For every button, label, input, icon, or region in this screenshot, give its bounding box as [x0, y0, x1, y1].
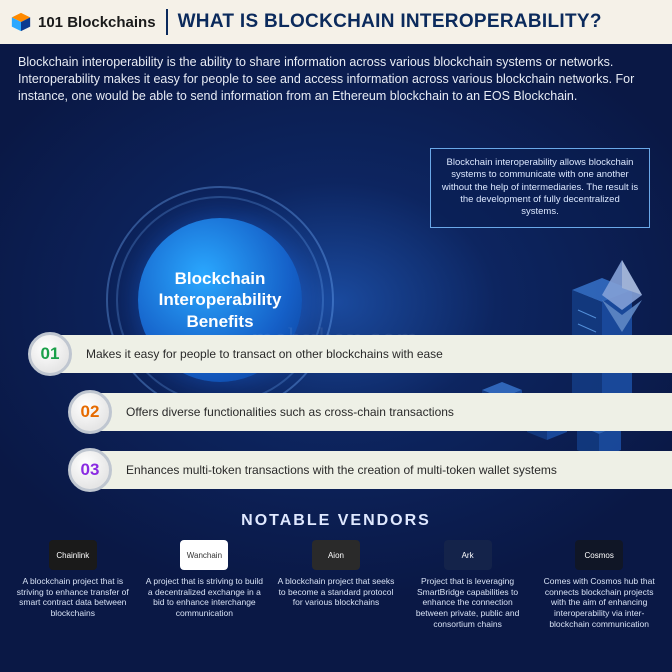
vendor-card: Cosmos Comes with Cosmos hub that connec… — [536, 540, 662, 629]
benefit-row: 02 Offers diverse functionalities such a… — [40, 388, 672, 436]
benefits-list: 01 Makes it easy for people to transact … — [0, 330, 672, 504]
benefit-text: Offers diverse functionalities such as c… — [90, 393, 672, 431]
cube-icon — [10, 11, 32, 33]
benefit-number: 03 — [68, 448, 112, 492]
benefit-number: 02 — [68, 390, 112, 434]
vendor-desc: Project that is leveraging SmartBridge c… — [405, 576, 531, 629]
vendor-card: Chainlink A blockchain project that is s… — [10, 540, 136, 629]
header-bar: 101 Blockchains WHAT IS BLOCKCHAIN INTER… — [0, 0, 672, 44]
infographic-page: 101 Blockchains WHAT IS BLOCKCHAIN INTER… — [0, 0, 672, 672]
vendor-logo: Cosmos — [575, 540, 623, 570]
callout-box: Blockchain interoperability allows block… — [430, 148, 650, 228]
vendor-card: Wanchain A project that is striving to b… — [142, 540, 268, 629]
vendor-desc: A blockchain project that seeks to becom… — [273, 576, 399, 608]
vendors-heading: NOTABLE VENDORS — [0, 512, 672, 530]
vendor-card: Aion A blockchain project that seeks to … — [273, 540, 399, 629]
vendor-logo: Chainlink — [49, 540, 97, 570]
brand-name: 101 Blockchains — [38, 14, 156, 31]
benefit-text: Makes it easy for people to transact on … — [50, 335, 672, 373]
vendor-logo: Aion — [312, 540, 360, 570]
vendor-desc: Comes with Cosmos hub that connects bloc… — [536, 576, 662, 629]
vendor-desc: A blockchain project that is striving to… — [10, 576, 136, 619]
benefit-row: 03 Enhances multi-token transactions wit… — [40, 446, 672, 494]
page-title: WHAT IS BLOCKCHAIN INTEROPERABILITY? — [178, 11, 602, 33]
vendors-row: Chainlink A blockchain project that is s… — [10, 540, 662, 629]
vendor-desc: A project that is striving to build a de… — [142, 576, 268, 619]
vendor-card: Ark Project that is leveraging SmartBrid… — [405, 540, 531, 629]
vendor-logo: Ark — [444, 540, 492, 570]
intro-paragraph: Blockchain interoperability is the abili… — [0, 44, 672, 113]
benefit-row: 01 Makes it easy for people to transact … — [0, 330, 672, 378]
benefit-number: 01 — [28, 332, 72, 376]
header-divider — [166, 9, 168, 35]
vendor-logo: Wanchain — [180, 540, 228, 570]
benefit-text: Enhances multi-token transactions with t… — [90, 451, 672, 489]
brand-logo: 101 Blockchains — [10, 11, 156, 33]
